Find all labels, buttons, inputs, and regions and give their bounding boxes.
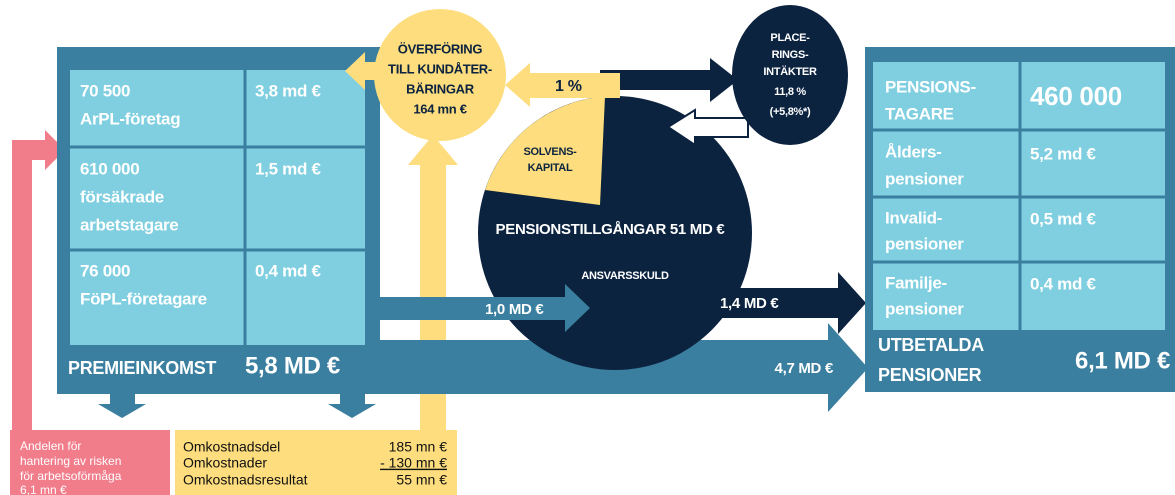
to-assets-arrow xyxy=(380,284,590,332)
return-arrow xyxy=(666,108,749,147)
cell-label: pensioner xyxy=(885,299,964,318)
income-text: INTÄKTER xyxy=(763,65,817,78)
expense-label: Omkostnader xyxy=(183,455,267,471)
expense-value: 185 mn € xyxy=(389,439,448,455)
cell-label: 70 500 xyxy=(80,81,130,100)
transfer-text: TILL KUNDÅTER- xyxy=(388,61,492,76)
cell-value: 1,5 md € xyxy=(255,159,321,178)
solvency-wedge xyxy=(485,96,605,205)
income-text: RINGS- xyxy=(772,49,809,61)
solvency-label: KAPITAL xyxy=(528,162,573,174)
risk-text: Andelen för xyxy=(20,439,81,453)
from-assets-arrow xyxy=(700,272,866,334)
expense-value: 55 mn € xyxy=(396,472,447,488)
risk-box xyxy=(10,430,170,495)
expense-value: - 130 mn € xyxy=(380,455,447,471)
paid-label: PENSIONER xyxy=(878,365,982,385)
cell-value: 460 000 xyxy=(1030,81,1122,111)
cell-label: PENSIONS- xyxy=(885,77,976,96)
expense-box xyxy=(175,430,457,495)
cell-label: ArPL-företag xyxy=(80,109,180,128)
direct-flow: 4,7 MD € xyxy=(775,360,834,377)
cell-value: 0,5 md € xyxy=(1030,209,1096,228)
cell-label: arbetstagare xyxy=(80,215,178,234)
down-arrow xyxy=(328,390,376,418)
transfer-arrow xyxy=(345,52,382,90)
cell-label: Invalid- xyxy=(885,208,942,227)
paid-value: 6,1 MD € xyxy=(1075,347,1170,374)
risk-bar xyxy=(12,140,32,435)
risk-text: för arbetsoförmåga xyxy=(20,469,122,483)
income-text: PLACE- xyxy=(770,32,810,44)
expense-label: Omkostnadsdel xyxy=(183,439,280,455)
income-text: (+5,8%*) xyxy=(770,106,811,118)
cell-label: FöPL-företagare xyxy=(80,289,207,308)
expense-arrow xyxy=(408,135,458,165)
cell-label: försäkrade xyxy=(80,187,164,206)
cell-label: Ålders- xyxy=(885,142,941,161)
cell-label: pensioner xyxy=(885,169,964,188)
solvency-label: SOLVENS- xyxy=(523,146,577,158)
cell-label: pensioner xyxy=(885,234,964,253)
cell-label: Familje- xyxy=(885,273,947,292)
income-ellipse xyxy=(732,5,848,145)
risk-text: 6,1 mn € xyxy=(20,483,67,495)
risk-arrow xyxy=(12,130,65,170)
cell-value: 3,8 md € xyxy=(255,81,321,100)
cell-value: 5,2 md € xyxy=(1030,144,1096,163)
income-arrow xyxy=(600,58,738,102)
expense-label: Omkostnadsresultat xyxy=(183,472,308,488)
cell-label: 76 000 xyxy=(80,261,130,280)
liability-label: ANSVARSSKULD xyxy=(581,270,669,282)
paid-label: UTBETALDA xyxy=(878,335,984,355)
cell-label: 610 000 xyxy=(80,159,139,178)
solvency-arrow xyxy=(505,63,620,107)
from-assets-flow: 1,4 MD € xyxy=(720,295,779,312)
transfer-circle xyxy=(374,9,506,141)
assets-label: PENSIONSTILLGÅNGAR 51 MD € xyxy=(496,221,726,238)
income-text: 11,8 % xyxy=(774,86,806,98)
transfer-text: BÄRINGAR xyxy=(406,81,475,96)
to-assets-flow: 1,0 MD € xyxy=(485,301,544,318)
premium-label: PREMIEINKOMST xyxy=(68,358,216,378)
solvency-share: 1 % xyxy=(555,78,582,95)
transfer-text: 164 mn € xyxy=(413,101,466,116)
cell-value: 0,4 md € xyxy=(1030,274,1096,293)
cell-label: TAGARE xyxy=(885,104,954,123)
down-arrow xyxy=(98,390,146,418)
cell-value: 0,4 md € xyxy=(255,261,321,280)
premium-value: 5,8 MD € xyxy=(245,352,340,379)
risk-text: hantering av risken xyxy=(20,454,121,468)
transfer-text: ÖVERFÖRING xyxy=(398,41,483,56)
left-table xyxy=(70,70,365,345)
